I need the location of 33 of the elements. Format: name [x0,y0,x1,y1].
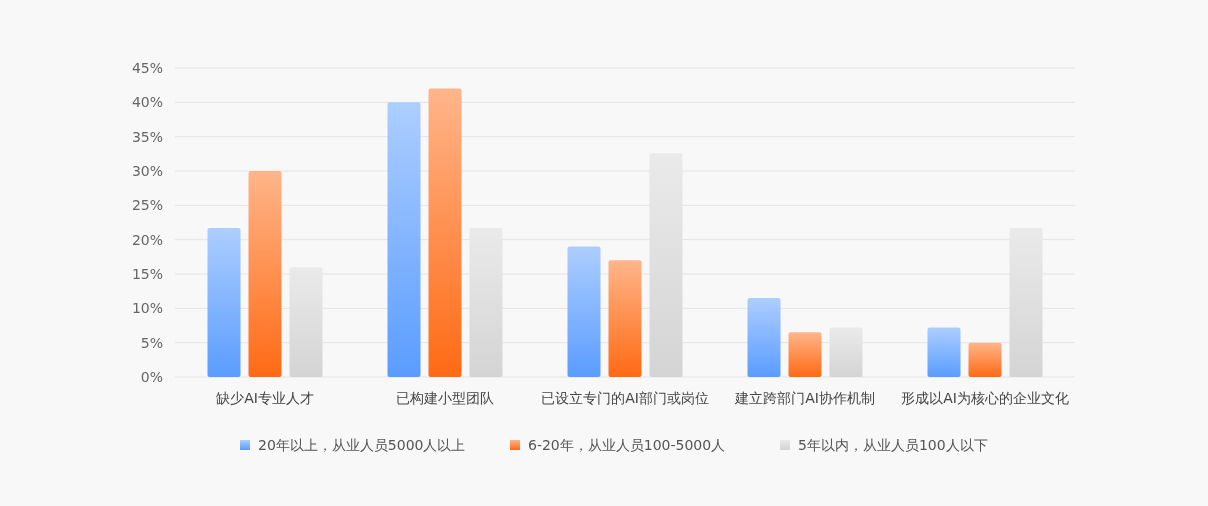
legend-label: 20年以上，从业人员5000人以上 [258,437,466,453]
legend-label: 6-20年，从业人员100-5000人 [528,437,726,453]
bar [608,260,642,377]
bar [289,267,323,377]
bar [567,246,601,377]
bar [248,171,282,377]
bar [1009,227,1043,377]
bar [788,332,822,377]
y-tick-label: 15% [131,266,163,282]
y-tick-label: 0% [140,369,163,385]
y-tick-label: 10% [131,300,163,317]
y-tick-label: 40% [131,94,163,111]
x-tick-label: 已设立专门的AI部门或岗位 [541,390,709,406]
y-tick-label: 45% [131,60,163,76]
bar [207,227,241,377]
y-tick-label: 35% [131,128,163,145]
bar [387,102,421,377]
bar [927,327,961,377]
bar [428,88,462,377]
y-tick-label: 30% [131,163,163,179]
x-tick-label: 建立跨部门AI协作机制 [734,390,875,406]
x-tick-label: 形成以AI为核心的企业文化 [901,390,1069,406]
x-tick-label: 缺少AI专业人才 [216,390,314,406]
legend-label: 5年以内，从业人员100人以下 [798,437,988,453]
y-tick-label: 5% [140,334,163,351]
bar [747,298,781,377]
y-tick-label: 25% [131,197,163,214]
y-tick-label: 20% [131,231,163,248]
bar [968,342,1002,377]
x-tick-label: 已构建小型团队 [396,390,494,406]
bar [469,227,503,377]
bar [649,153,683,377]
bar [829,327,863,377]
